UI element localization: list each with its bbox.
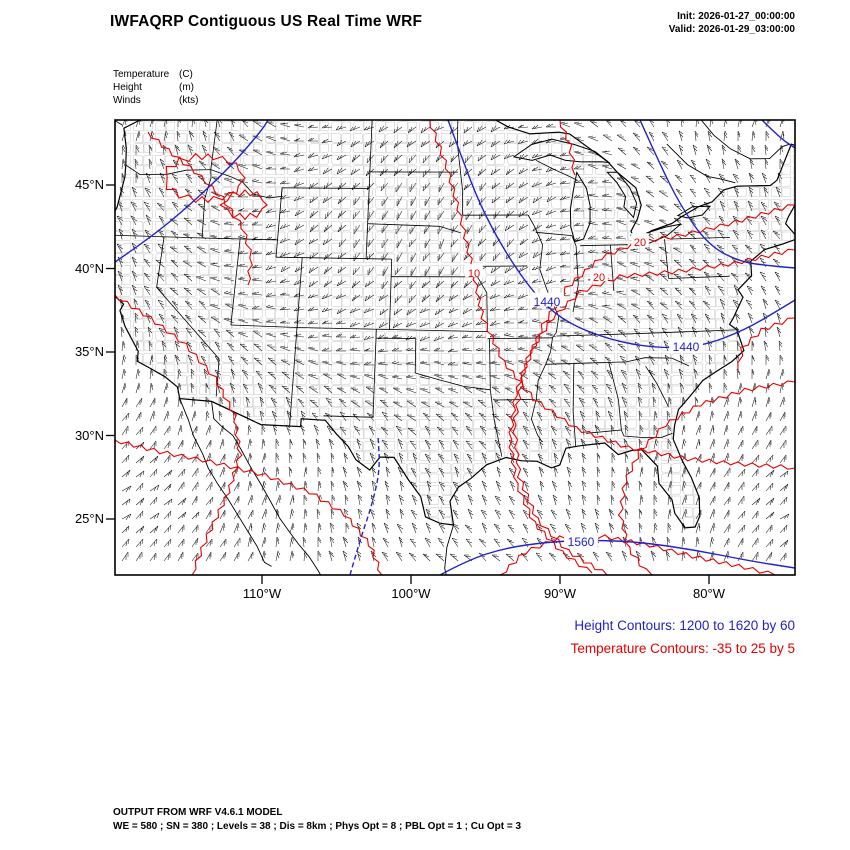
lat-tick-label: 25°N [74,511,104,526]
init-time: Init: 2026-01-27_00:00:00 [677,11,795,22]
legend-field-name: Winds [113,95,141,106]
plot-title: IWFAQRP Contiguous US Real Time WRF [110,13,423,30]
height-contour-info: Height Contours: 1200 to 1620 by 60 [574,618,795,633]
run-times: Init: 2026-01-27_00:00:00 Valid: 2026-01… [669,10,795,36]
temperature-contour-label: 20 [634,237,646,249]
legend-field-unit: (C) [179,69,193,80]
valid-time: Valid: 2026-01-29_03:00:00 [668,24,795,35]
contour-label-halo [465,264,483,278]
footer-line: OUTPUT FROM WRF V4.6.1 MODEL [113,807,283,818]
contour-label-halo [590,268,608,282]
temperature-contour-label: 10 [468,268,480,280]
contour-label-halo [669,337,703,352]
lat-tick-label: 30°N [74,427,104,443]
mexico-canada-coastlines [115,120,791,575]
footer-line: WE = 580 ; SN = 380 ; Levels = 38 ; Dis … [113,821,522,832]
lat-tick-label: 35°N [74,344,104,359]
lon-tick-label: 90°W [544,586,576,601]
height-contour-label: 1440 [534,295,561,309]
temperature-contours [115,120,795,575]
map-plot-area: 20 10 20 1440 1440 1560 [115,120,795,575]
legend-row: Winds (kts) [113,94,198,107]
lon-tick-label: 110°W [242,586,282,601]
legend-field-name: Height [113,82,142,93]
field-legend: Temperature (C) Height (m) Winds (kts) [113,68,198,107]
lon-tick-label: 80°W [693,586,725,601]
us-outline [115,120,795,529]
contour-info: Height Contours: 1200 to 1620 by 60 Temp… [571,614,795,660]
contour-label-halo [631,233,649,247]
legend-row: Temperature (C) [113,68,198,81]
county-texture [115,120,795,528]
contour-value-labels: 20 10 20 1440 1440 1560 [465,233,703,549]
contour-label-halo [530,292,564,307]
lat-tick-label: 40°N [74,260,104,276]
legend-field-unit: (m) [179,82,194,93]
axis-ticks [106,184,710,584]
lat-tick-label: 45°N [74,177,104,192]
model-config-footer: OUTPUT FROM WRF V4.6.1 MODEL WE = 580 ; S… [113,806,521,834]
map-frame [114,119,796,576]
height-contour-label: 1560 [568,535,595,549]
contour-label-halo [564,532,598,547]
temperature-contour-label: 20 [593,272,605,284]
height-contour-label: 1440 [673,340,700,354]
state-boundaries [115,120,736,457]
legend-field-name: Temperature [113,69,170,80]
legend-row: Height (m) [113,81,198,94]
wind-barbs-layer [116,120,790,562]
lon-tick-label: 100°W [391,586,431,601]
temperature-contour-info: Temperature Contours: -35 to 25 by 5 [570,641,795,656]
legend-field-unit: (kts) [179,95,199,106]
